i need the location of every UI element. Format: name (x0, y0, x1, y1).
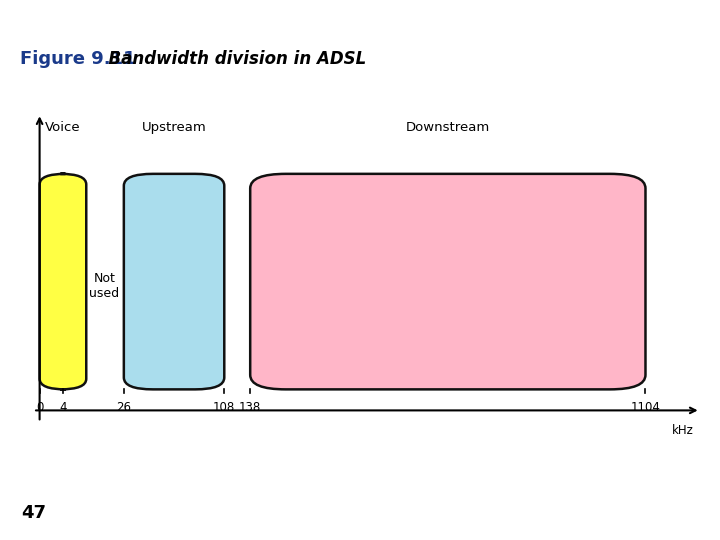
FancyBboxPatch shape (124, 174, 225, 389)
Text: 47: 47 (22, 504, 47, 522)
Text: 138: 138 (239, 401, 261, 414)
Text: 0: 0 (36, 401, 43, 414)
Text: 4: 4 (59, 401, 67, 414)
Text: 108: 108 (213, 401, 235, 414)
FancyBboxPatch shape (40, 174, 86, 389)
Text: Upstream: Upstream (142, 121, 207, 134)
Text: Not
used: Not used (89, 272, 120, 300)
Text: kHz: kHz (671, 424, 693, 437)
Text: 26: 26 (117, 401, 131, 414)
Text: 1104: 1104 (631, 401, 660, 414)
Text: Voice: Voice (45, 121, 81, 134)
FancyBboxPatch shape (251, 174, 646, 389)
Text: Bandwidth division in ADSL: Bandwidth division in ADSL (97, 50, 366, 69)
Text: Downstream: Downstream (405, 121, 490, 134)
Text: Figure 9.11: Figure 9.11 (20, 50, 136, 69)
